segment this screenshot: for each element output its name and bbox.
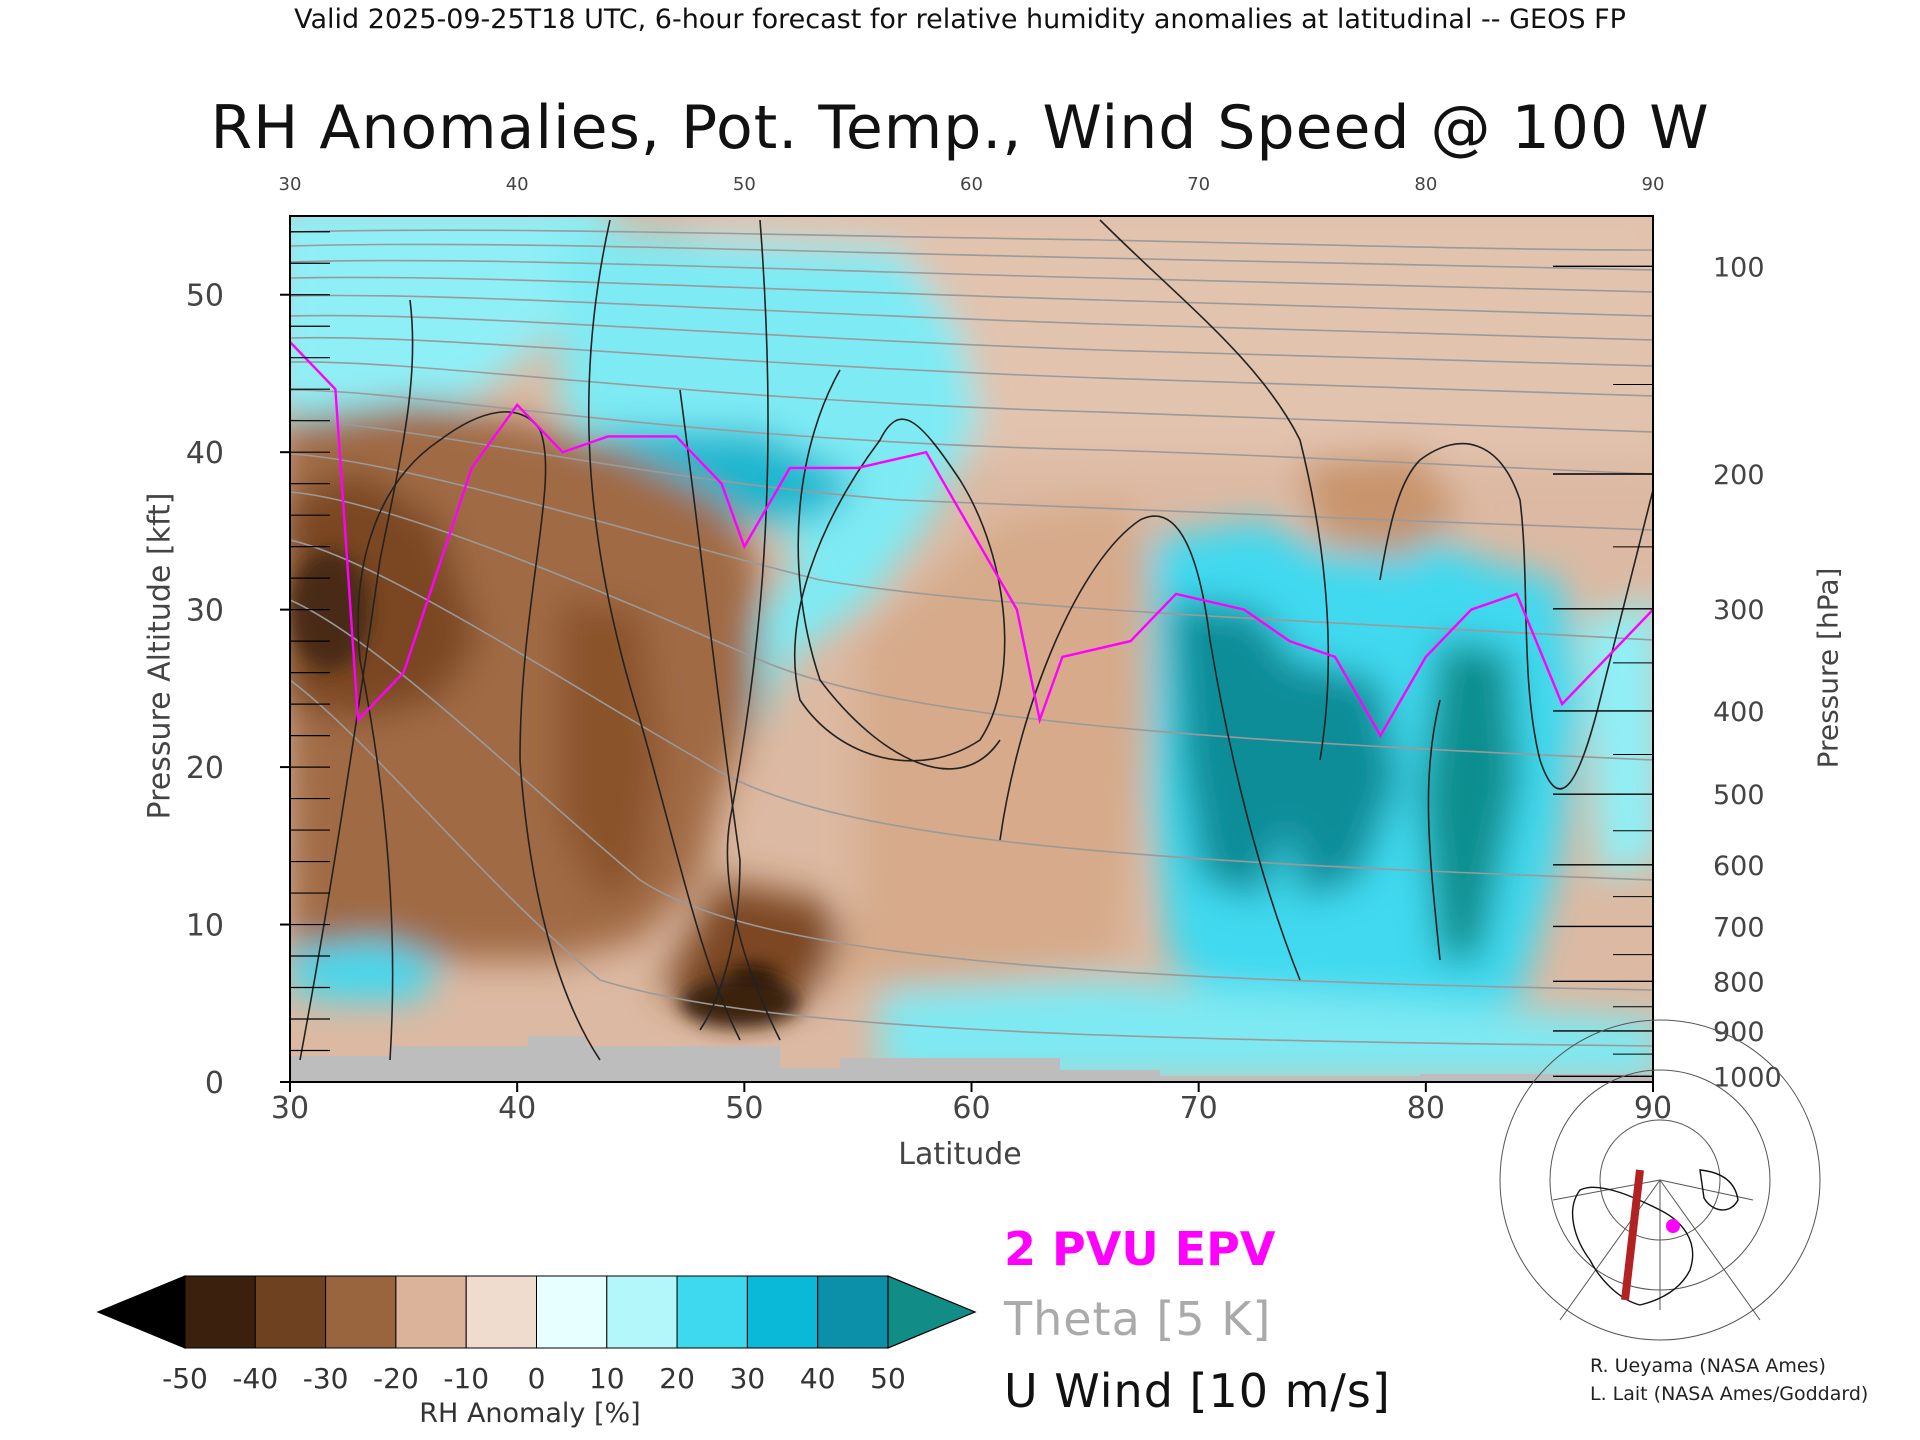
colorbar-bin: [465, 1275, 538, 1349]
y-right-tick-label: 500: [1713, 780, 1765, 811]
y-right-tick-label: 200: [1713, 460, 1765, 491]
colorbar-bin: [536, 1275, 608, 1349]
theta-contours: [290, 229, 1653, 1047]
colorbar-tick-label: -20: [373, 1362, 419, 1395]
colorbar: [96, 1275, 977, 1349]
x-top-tick-label: 80: [1414, 174, 1437, 195]
y-right-tick-label: 700: [1713, 912, 1765, 943]
x-top-tick-label: 70: [1187, 174, 1210, 195]
midlat-lower-tan: [820, 500, 1160, 990]
x-tick-label: 80: [1407, 1091, 1445, 1126]
y-right-tick-label: 1000: [1713, 1062, 1782, 1093]
x-tick-label: 40: [498, 1091, 536, 1126]
y-left-tick-label: 50: [186, 279, 224, 314]
x-top-tick-label: 90: [1642, 174, 1665, 195]
colorbar-bin: [395, 1275, 467, 1349]
colorbar-tick-label: 40: [800, 1362, 836, 1395]
terrain-mask: [290, 1036, 1653, 1082]
inset-parallel-outer: [1499, 1019, 1821, 1341]
boundary-layer-moist: [880, 980, 1653, 1082]
dry-max-halo: [680, 976, 800, 1028]
colorbar-bin: [254, 1275, 327, 1349]
legend-pvu: 2 PVU EPV: [1004, 1222, 1276, 1276]
colorbar-bin: [325, 1275, 397, 1349]
credit-line-1: R. Ueyama (NASA Ames): [1590, 1355, 1826, 1377]
colorbar-bin: [676, 1275, 748, 1349]
far-right-moist: [1580, 601, 1653, 880]
x-top-tick-label: 50: [733, 174, 756, 195]
x-axis-top: 30 40 50 60 70 80 90: [279, 174, 1665, 195]
polar-upper-tan: [1300, 450, 1460, 560]
y-left-tick-label: 20: [186, 751, 224, 786]
inset-location-marker: [1666, 1219, 1680, 1233]
legend-theta: Theta [5 K]: [1004, 1292, 1272, 1346]
y-right-tick-label: 100: [1713, 252, 1765, 283]
y-left-tick-label: 10: [186, 909, 224, 944]
x-tick-label: 70: [1180, 1091, 1218, 1126]
rh-anomaly-field: [290, 216, 1653, 1082]
y-axis-left-title: Pressure Altitude [kft]: [142, 492, 178, 820]
pvu-2-line: [290, 341, 1653, 739]
x-top-tick-label: 40: [506, 174, 529, 195]
y-right-tick-label: 400: [1713, 697, 1765, 728]
legend-u-wind: U Wind [10 m/s]: [1004, 1364, 1391, 1418]
colorbar-bin: [817, 1275, 889, 1349]
colorbar-tick-label: 20: [659, 1362, 695, 1395]
x-top-tick-label: 60: [960, 174, 983, 195]
y-axis-right-title: Pressure [hPa]: [1811, 567, 1845, 769]
colorbar-tick-label: 0: [528, 1362, 546, 1395]
y-axis-left: 0 10 20 30 40 50: [186, 231, 330, 1101]
colorbar-tick-label: 50: [870, 1362, 906, 1395]
x-top-tick-label: 30: [279, 174, 302, 195]
wind-contours: [299, 219, 1653, 1061]
colorbar-tick-label: 30: [730, 1362, 766, 1395]
colorbar-tick-label: -50: [162, 1362, 208, 1395]
x-tick-label: 50: [725, 1091, 763, 1126]
x-tick-label: 60: [952, 1091, 990, 1126]
x-axis-title: Latitude: [898, 1137, 1022, 1172]
colorbar-tick-label: -40: [232, 1362, 278, 1395]
colorbar-tick-label: 10: [589, 1362, 625, 1395]
colorbar-tick-label: -30: [303, 1362, 349, 1395]
polar-moist-core-c: [1420, 640, 1520, 960]
dry-tongue: [560, 600, 660, 900]
polar-moist-core-a: [1170, 600, 1320, 900]
colorbar-bin: [606, 1275, 678, 1349]
colorbar-title: RH Anomaly [%]: [419, 1398, 641, 1429]
colorbar-min-extend: [96, 1275, 186, 1349]
colorbar-tick-label: -10: [443, 1362, 489, 1395]
inset-map: [1499, 1019, 1821, 1341]
colorbar-bin: [184, 1275, 256, 1349]
inset-coastline: [1572, 1186, 1694, 1306]
inset-cross-section-line: [1621, 1169, 1644, 1301]
chart-title: RH Anomalies, Pot. Temp., Wind Speed @ 1…: [210, 93, 1710, 163]
x-tick-label: 30: [271, 1091, 309, 1126]
y-right-tick-label: 800: [1713, 967, 1765, 998]
y-left-tick-label: 0: [205, 1066, 224, 1101]
y-left-tick-label: 40: [186, 436, 224, 471]
low-left-moist: [290, 940, 440, 1000]
y-right-tick-label: 300: [1713, 595, 1765, 626]
valid-time-header: Valid 2025-09-25T18 UTC, 6-hour forecast…: [294, 4, 1626, 35]
x-axis-bottom: 30 40 50 60 70 80 90: [271, 1082, 1672, 1126]
colorbar-tick-labels: -50 -40 -30 -20 -10 0 10 20 30 40 50: [162, 1362, 906, 1395]
colorbar-max-extend: [887, 1275, 977, 1349]
credit-line-2: L. Lait (NASA Ames/Goddard): [1590, 1383, 1869, 1405]
polar-moist-core-b: [1280, 660, 1400, 900]
y-right-tick-label: 600: [1713, 851, 1765, 882]
colorbar-bin: [746, 1275, 819, 1349]
y-left-tick-label: 30: [186, 594, 224, 629]
inset-greenland: [1699, 1169, 1739, 1211]
